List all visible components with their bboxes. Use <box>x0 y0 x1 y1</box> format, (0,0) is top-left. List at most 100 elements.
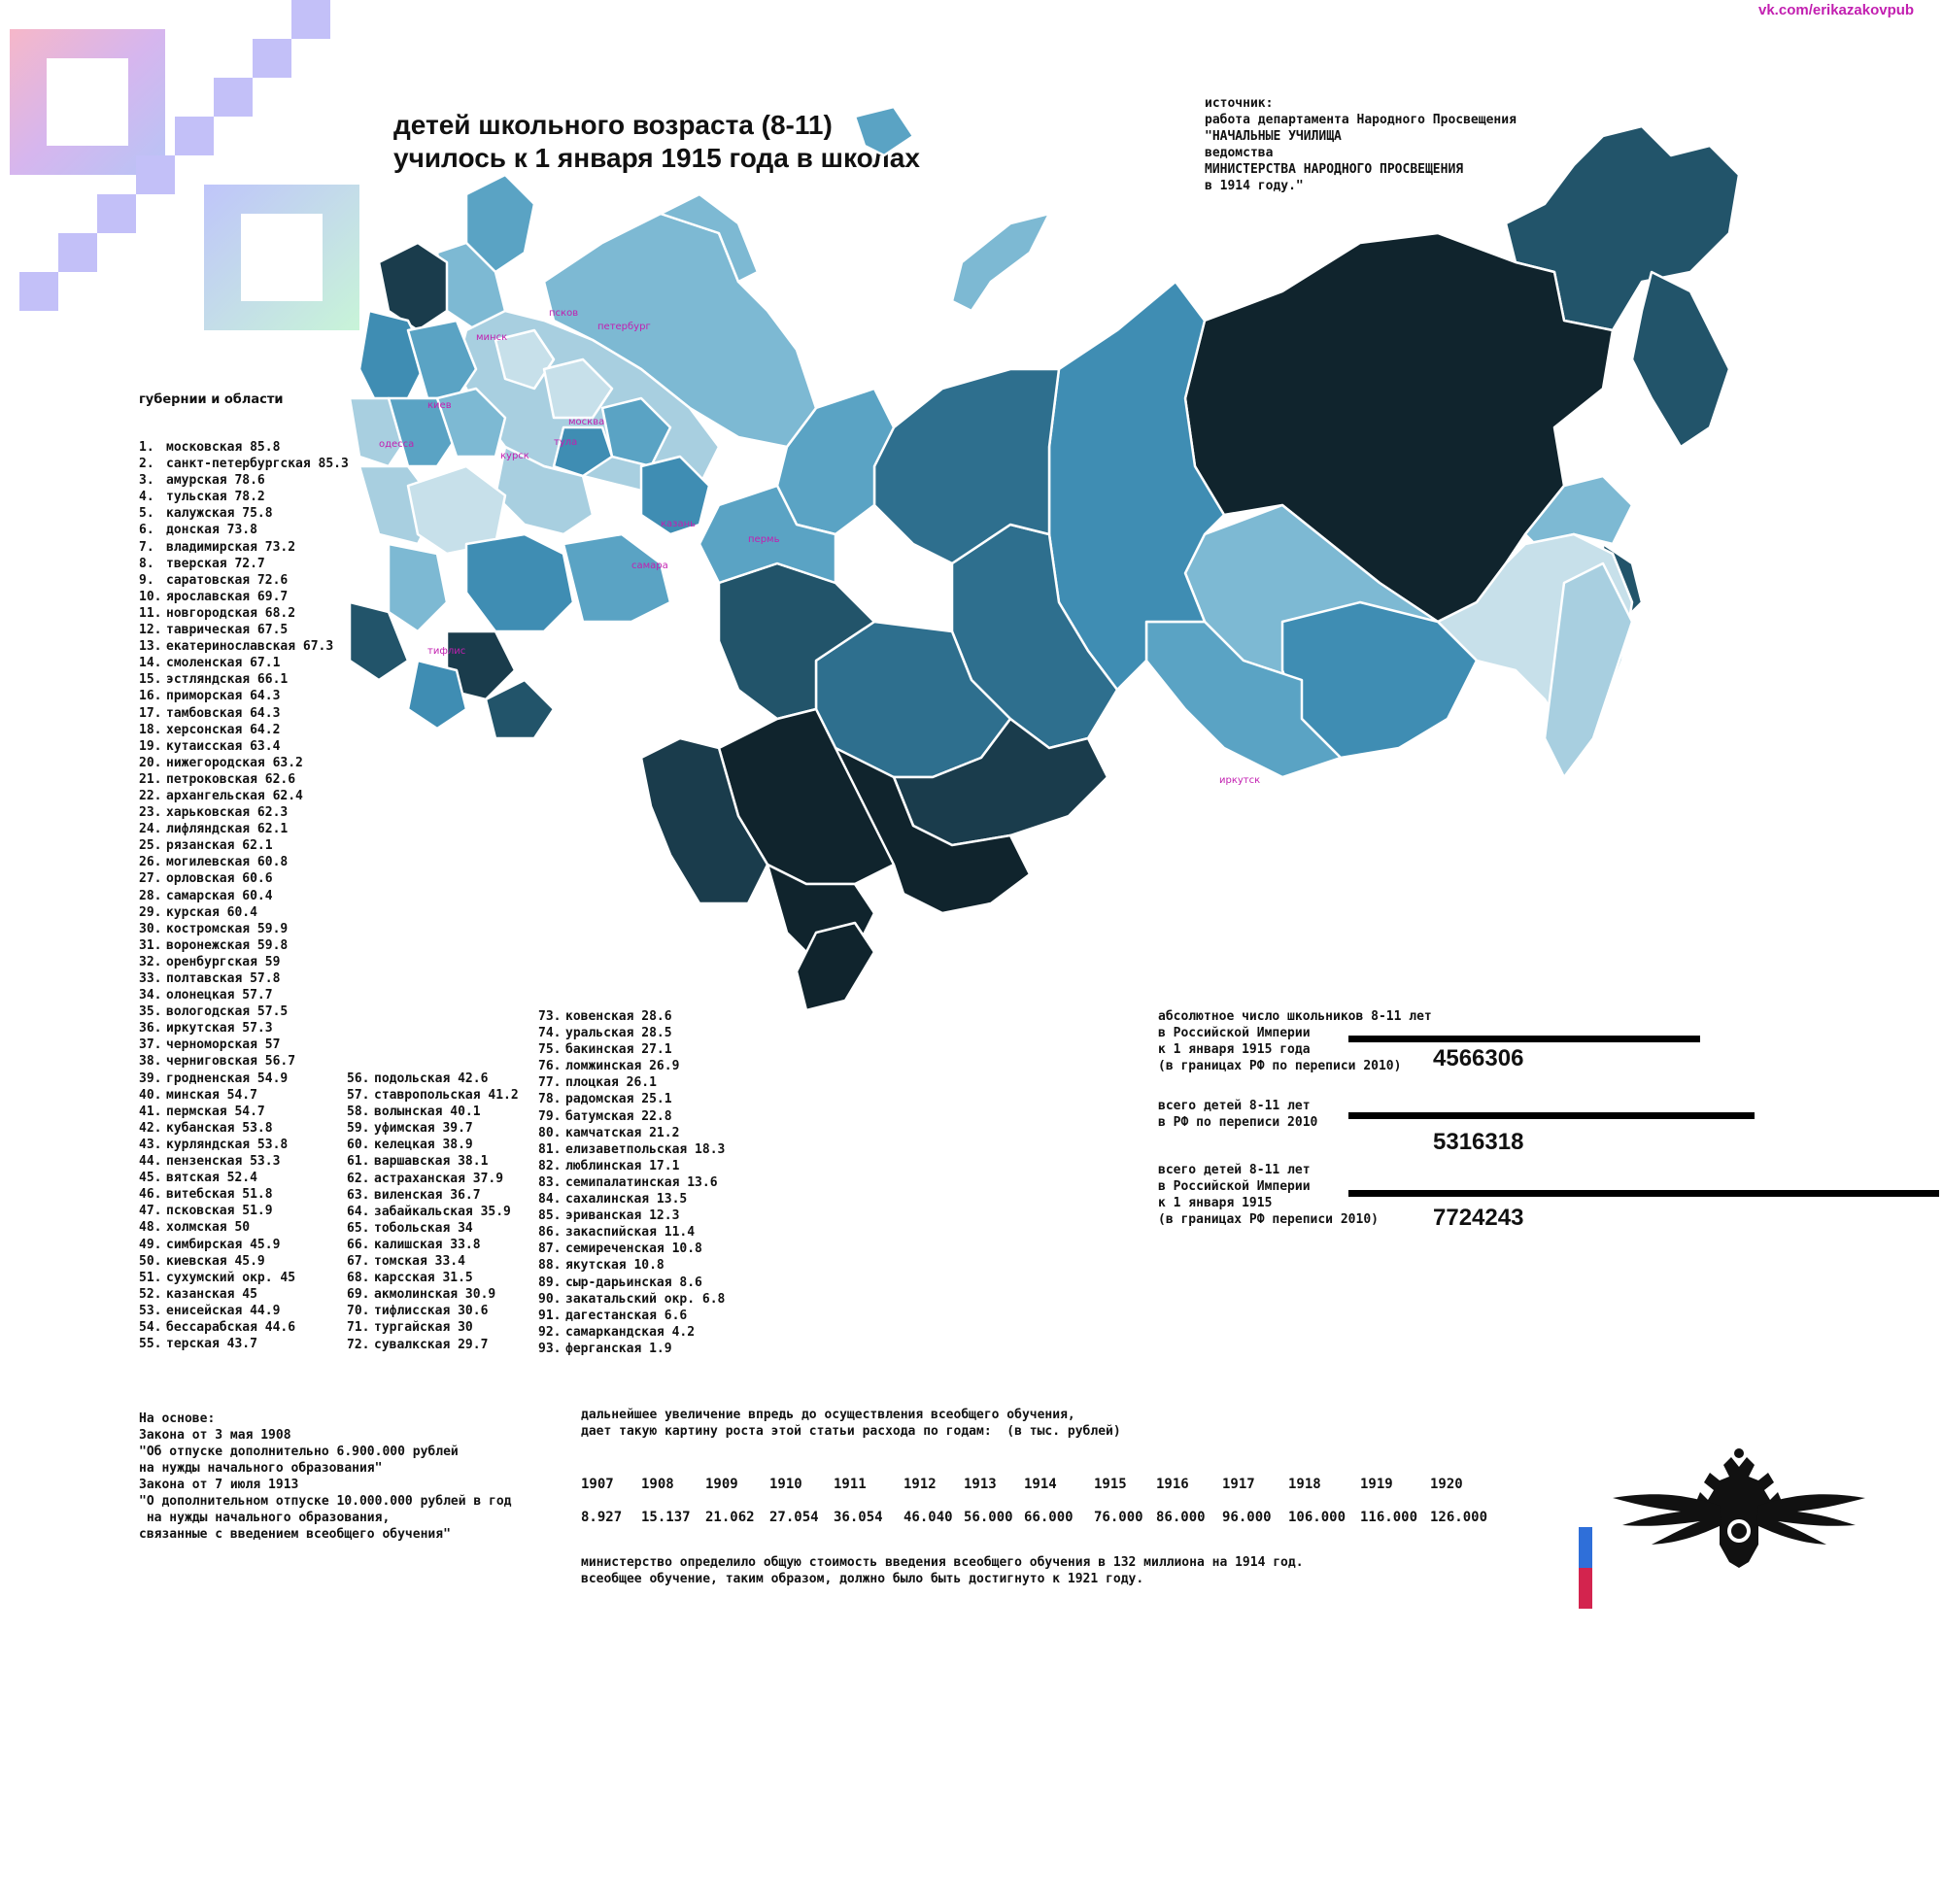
ranking-item-label: астраханская 37.9 <box>374 1171 504 1186</box>
ranking-item-number: 36. <box>139 1021 162 1037</box>
ranking-item-number: 14. <box>139 656 162 671</box>
growth-year: 1909 <box>705 1477 738 1492</box>
growth-year: 1918 <box>1288 1477 1321 1492</box>
ranking-item: 46. витебская 51.8 <box>139 1186 349 1203</box>
ranking-item-number: 27. <box>139 871 162 887</box>
ranking-item: 51. сухумский окр. 45 <box>139 1270 349 1286</box>
ranking-item: 24. лифляндская 62.1 <box>139 821 349 837</box>
ranking-item-label: кубанская 53.8 <box>166 1120 273 1136</box>
ranking-item: 14. смоленская 67.1 <box>139 655 349 671</box>
growth-year: 1908 <box>641 1477 674 1492</box>
ranking-item: 75. бакинская 27.1 <box>538 1041 725 1058</box>
map-region <box>350 600 410 682</box>
growth-amount: 8.927 <box>581 1510 623 1525</box>
ranking-item-number: 89. <box>538 1275 562 1290</box>
watermark[interactable]: vk.com/erikazakovpub <box>1758 2 1915 18</box>
ranking-item: 82. люблинская 17.1 <box>538 1158 725 1174</box>
ranking-item: 53. енисейская 44.9 <box>139 1303 349 1319</box>
city-label: курск <box>500 451 529 461</box>
ranking-item-number: 40. <box>139 1087 162 1103</box>
ranking-item-label: енисейская 44.9 <box>166 1303 281 1318</box>
ranking-item-number: 68. <box>347 1271 370 1286</box>
ranking-item: 18. херсонская 64.2 <box>139 722 349 738</box>
ranking-item-label: смоленская 67.1 <box>166 656 281 671</box>
ranking-item: 19. кутаисская 63.4 <box>139 738 349 755</box>
ranking-item: 63. виленская 36.7 <box>347 1187 519 1204</box>
ranking-item: 30. костромская 59.9 <box>139 921 349 937</box>
growth-year: 1915 <box>1094 1477 1127 1492</box>
ranking-item-label: акмолинская 30.9 <box>374 1287 496 1303</box>
ranking-item: 8. тверская 72.7 <box>139 556 349 572</box>
ranking-item: 84. сахалинская 13.5 <box>538 1191 725 1207</box>
ranking-item-label: тверская 72.7 <box>166 556 265 571</box>
ranking-item-label: тульская 78.2 <box>166 490 265 505</box>
ranking-item-number: 93. <box>538 1341 562 1356</box>
ranking-item-label: ковенская 28.6 <box>565 1009 672 1024</box>
ranking-item-label: тобольская 34 <box>374 1220 473 1236</box>
ranking-item-label: сухумский окр. 45 <box>166 1270 296 1285</box>
ranking-item-number: 65. <box>347 1220 370 1236</box>
ranking-item-label: ферганская 1.9 <box>565 1341 672 1356</box>
ranking-item: 39. гродненская 54.9 <box>139 1071 349 1087</box>
ranking-item-label: черноморская 57 <box>166 1037 281 1053</box>
ranking-item: 27. орловская 60.6 <box>139 870 349 887</box>
ranking-item-label: люблинская 17.1 <box>565 1158 680 1173</box>
ranking-item-label: калишская 33.8 <box>374 1237 481 1252</box>
ranking-item-number: 1. <box>139 440 154 455</box>
source-line: в 1914 году." <box>1205 179 1304 193</box>
ranking-item-number: 3. <box>139 473 154 489</box>
growth-amount: 126.000 <box>1430 1510 1488 1525</box>
ranking-item-label: олонецкая 57.7 <box>166 988 273 1003</box>
ranking-item: 91. дагестанская 6.6 <box>538 1308 725 1324</box>
ranking-item-label: елизаветпольская 18.3 <box>565 1141 726 1157</box>
growth-year: 1912 <box>903 1477 937 1492</box>
ranking-item-number: 42. <box>139 1120 162 1136</box>
ranking-item-label: радомская 25.1 <box>565 1092 672 1107</box>
map-region <box>950 212 1051 313</box>
ranking-item-label: костромская 59.9 <box>166 921 289 936</box>
ranking-item-label: келецкая 38.9 <box>374 1138 473 1153</box>
ministry-line: всеобщее обучение, таким образом, должно… <box>581 1572 1144 1586</box>
ranking-item-label: амурская 78.6 <box>166 473 265 489</box>
ranking-item: 88. якутская 10.8 <box>538 1257 725 1274</box>
ranking-item: 55. терская 43.7 <box>139 1336 349 1352</box>
map-region <box>1543 561 1634 779</box>
ranking-item-label: якутская 10.8 <box>565 1258 665 1274</box>
growth-amount: 27.054 <box>769 1510 819 1525</box>
ranking-item-label: минская 54.7 <box>166 1087 257 1103</box>
ranking-item-number: 67. <box>347 1254 370 1270</box>
ranking-item-label: батумская 22.8 <box>565 1108 672 1124</box>
ranking-item: 65. тобольская 34 <box>347 1220 519 1237</box>
ranking-item-label: холмская 50 <box>166 1220 251 1236</box>
map-region <box>464 532 575 633</box>
map-region <box>1523 474 1634 546</box>
map-region <box>1630 270 1731 449</box>
ranking-item: 47. псковская 51.9 <box>139 1203 349 1219</box>
ranking-item-label: витебская 51.8 <box>166 1187 273 1203</box>
ranking-item-label: дагестанская 6.6 <box>565 1308 688 1323</box>
city-label: казань <box>661 519 696 529</box>
stat-absolute-label: абсолютное число школьников 8-11 лет в Р… <box>1158 1008 1432 1074</box>
ranking-item-label: гродненская 54.9 <box>166 1071 289 1086</box>
city-label: пермь <box>748 534 780 545</box>
ranking-item-label: сувалкская 29.7 <box>374 1337 489 1352</box>
stat-absolute-bar <box>1348 1036 1700 1042</box>
laws-line: связанные с введением всеобщего обучения… <box>139 1527 451 1542</box>
ranking-item-label: новгородская 68.2 <box>166 605 296 621</box>
ranking-item-number: 10. <box>139 589 162 604</box>
ranking-item-number: 56. <box>347 1071 370 1086</box>
ranking-item-number: 49. <box>139 1237 162 1252</box>
title-line-1: детей школьного возраста (8-11) <box>393 110 833 140</box>
ranking-item-label: виленская 36.7 <box>374 1187 481 1203</box>
ranking-item-number: 69. <box>347 1287 370 1303</box>
pixel-logo <box>10 0 359 330</box>
ranking-item: 37. черноморская 57 <box>139 1037 349 1053</box>
stat-census-bar <box>1348 1112 1755 1119</box>
ranking-item: 26. могилевская 60.8 <box>139 854 349 870</box>
ranking-item: 41. пермская 54.7 <box>139 1104 349 1120</box>
map-region <box>795 921 876 1012</box>
ranking-item: 7. владимирская 73.2 <box>139 539 349 556</box>
ranking-item: 22. архангельская 62.4 <box>139 788 349 804</box>
ranking-column-2: 56. подольская 42.6 57. ставропольская 41.2… <box>347 1071 519 1353</box>
growth-year: 1920 <box>1430 1477 1463 1492</box>
